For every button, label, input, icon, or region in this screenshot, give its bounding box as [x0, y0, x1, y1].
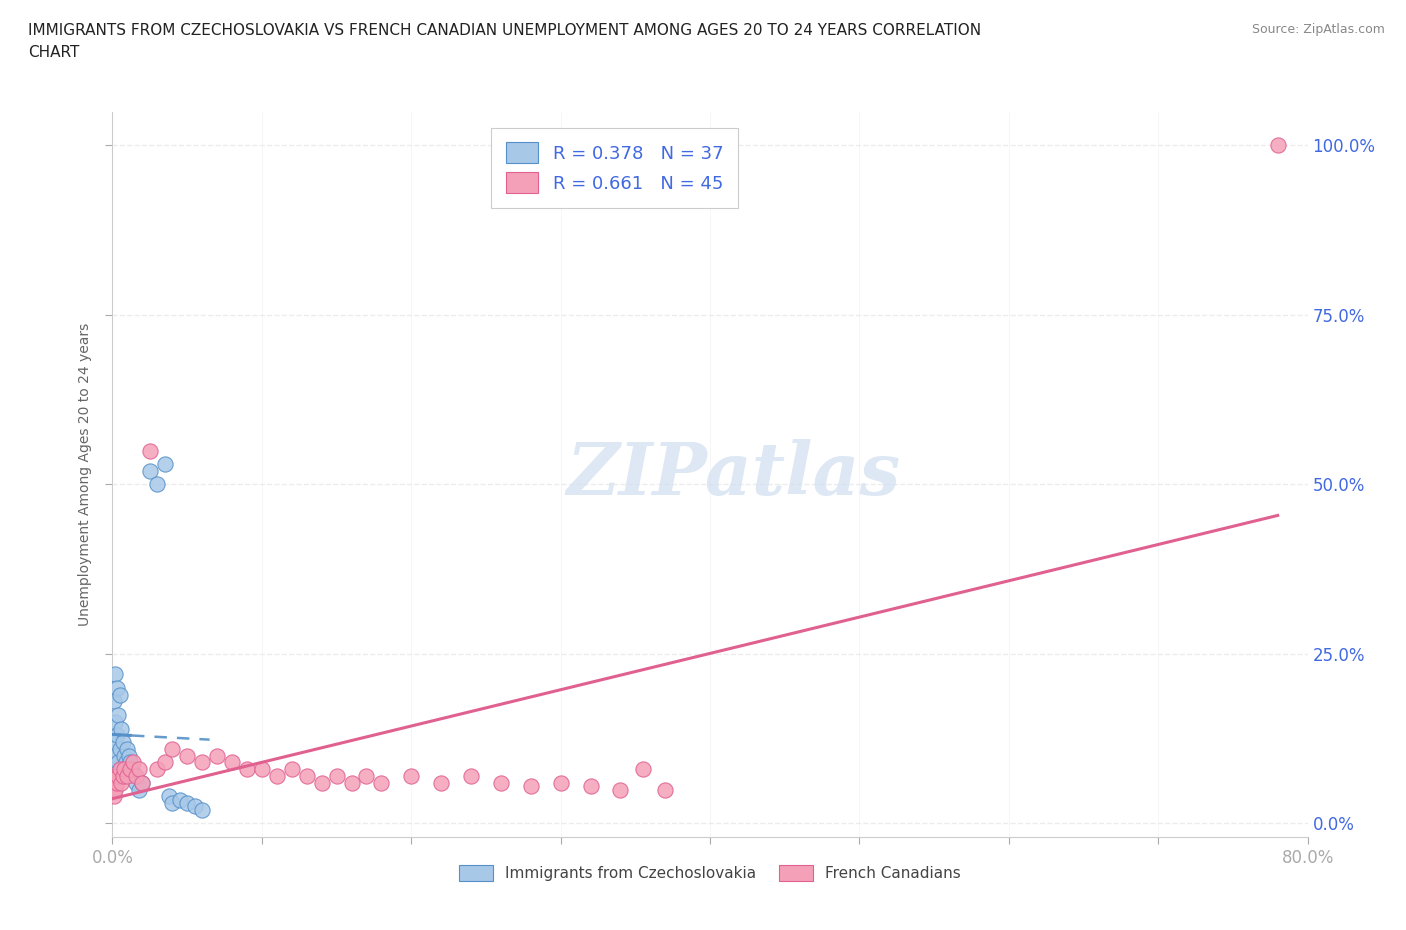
Point	[107, 755, 129, 770]
Point	[146, 762, 169, 777]
Point	[115, 755, 138, 770]
Point	[114, 762, 135, 777]
Point	[110, 776, 132, 790]
Point	[162, 741, 183, 756]
Text: ZIPatlas: ZIPatlas	[567, 439, 901, 510]
Point	[117, 768, 139, 783]
Point	[103, 782, 125, 797]
Point	[370, 776, 392, 790]
Point	[139, 443, 162, 458]
Point	[105, 728, 128, 743]
Point	[169, 792, 191, 807]
Point	[104, 749, 127, 764]
Point	[153, 457, 176, 472]
Point	[295, 768, 318, 783]
Point	[139, 463, 162, 478]
Point	[104, 782, 127, 797]
Point	[191, 755, 214, 770]
Point	[128, 762, 150, 777]
Point	[191, 803, 214, 817]
Point	[460, 768, 482, 783]
Point	[107, 708, 129, 723]
Point	[105, 681, 128, 696]
Point	[125, 776, 148, 790]
Point	[104, 667, 127, 682]
Point	[131, 776, 153, 790]
Text: IMMIGRANTS FROM CZECHOSLOVAKIA VS FRENCH CANADIAN UNEMPLOYMENT AMONG AGES 20 TO : IMMIGRANTS FROM CZECHOSLOVAKIA VS FRENCH…	[28, 23, 981, 60]
Point	[103, 789, 125, 804]
Point	[118, 749, 141, 764]
Point	[157, 789, 180, 804]
Point	[221, 755, 243, 770]
Point	[111, 735, 134, 750]
Point	[125, 768, 148, 783]
Point	[654, 782, 676, 797]
Point	[176, 749, 198, 764]
Point	[111, 768, 134, 783]
Point	[122, 755, 145, 770]
Point	[250, 762, 273, 777]
Text: Source: ZipAtlas.com: Source: ZipAtlas.com	[1251, 23, 1385, 36]
Point	[325, 768, 347, 783]
Point	[128, 782, 150, 797]
Point	[520, 778, 543, 793]
Point	[108, 762, 131, 777]
Point	[105, 768, 128, 783]
Point	[107, 768, 129, 783]
Point	[114, 749, 135, 764]
Point	[153, 755, 176, 770]
Point	[104, 714, 127, 729]
Point	[103, 762, 125, 777]
Point	[110, 721, 132, 736]
Point	[401, 768, 423, 783]
Point	[183, 799, 205, 814]
Point	[108, 687, 131, 702]
Point	[550, 776, 572, 790]
Point	[281, 762, 304, 777]
Point	[162, 796, 183, 811]
Point	[121, 762, 143, 777]
Point	[120, 755, 142, 770]
Point	[131, 776, 153, 790]
Point	[631, 762, 654, 777]
Point	[146, 477, 169, 492]
Point	[103, 735, 125, 750]
Point	[1267, 138, 1289, 153]
Y-axis label: Unemployment Among Ages 20 to 24 years: Unemployment Among Ages 20 to 24 years	[79, 323, 93, 626]
Point	[117, 741, 139, 756]
Point	[124, 768, 146, 783]
Point	[176, 796, 198, 811]
Point	[579, 778, 602, 793]
Point	[356, 768, 378, 783]
Point	[430, 776, 453, 790]
Point	[205, 749, 228, 764]
Point	[120, 762, 142, 777]
Point	[103, 694, 125, 709]
Point	[108, 741, 131, 756]
Point	[609, 782, 631, 797]
Point	[104, 768, 127, 783]
Point	[266, 768, 288, 783]
Point	[104, 776, 127, 790]
Point	[340, 776, 363, 790]
Point	[110, 762, 132, 777]
Point	[311, 776, 333, 790]
Point	[103, 776, 125, 790]
Point	[236, 762, 259, 777]
Point	[105, 776, 128, 790]
Legend: Immigrants from Czechoslovakia, French Canadians: Immigrants from Czechoslovakia, French C…	[453, 858, 967, 887]
Point	[489, 776, 512, 790]
